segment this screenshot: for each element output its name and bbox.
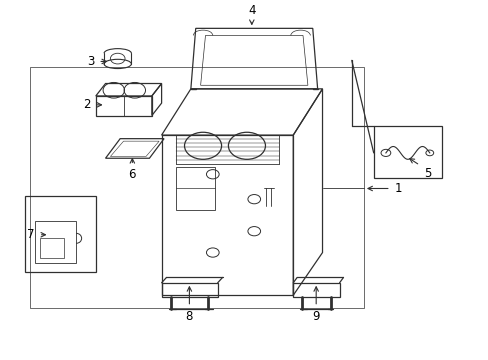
Text: 3: 3 bbox=[87, 55, 94, 68]
Text: 4: 4 bbox=[247, 4, 255, 17]
Text: 7: 7 bbox=[27, 228, 35, 241]
Text: 2: 2 bbox=[83, 98, 91, 111]
Text: 8: 8 bbox=[185, 310, 193, 323]
Text: 6: 6 bbox=[128, 168, 136, 181]
Text: 5: 5 bbox=[423, 167, 430, 180]
Text: 1: 1 bbox=[394, 182, 401, 195]
Text: 9: 9 bbox=[312, 310, 319, 323]
